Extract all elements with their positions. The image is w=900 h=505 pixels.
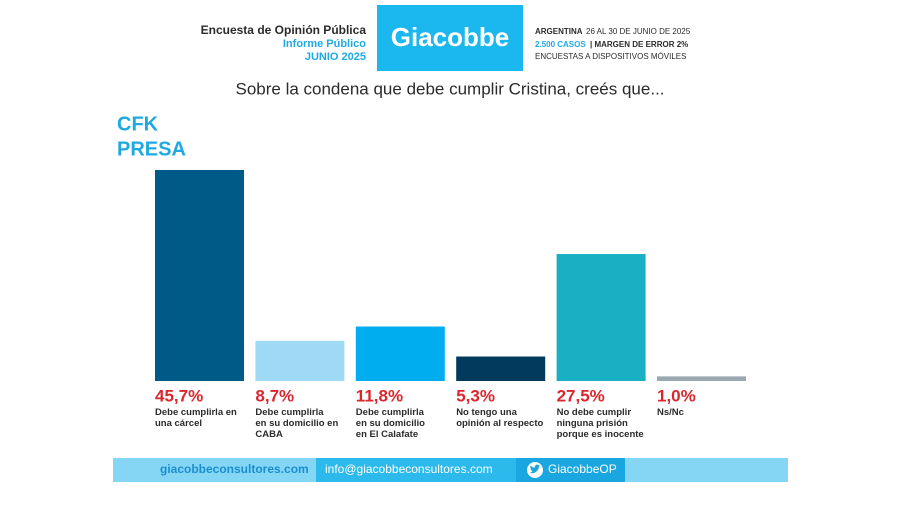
category-label: No tengo una opinión al respecto (456, 407, 544, 429)
category-label: Ns/Nc (657, 407, 684, 418)
survey: Encuesta de Opinión Pública (201, 23, 367, 37)
margin: | MARGEN DE ERROR 2% (590, 40, 688, 49)
subtitle: PRESA (117, 138, 186, 160)
value-label: 27,5% (557, 386, 605, 405)
value-label: 5,3% (456, 386, 495, 405)
bar (657, 376, 746, 381)
method: ENCUESTAS A DISPOSITIVOS MÓVILES (535, 52, 686, 61)
date: JUNIO 2025 (305, 51, 366, 63)
dates: 26 AL 30 DE JUNIO DE 2025 (586, 27, 691, 36)
category-label: No debe cumplir ninguna prisión porque e… (556, 407, 644, 440)
chart-title: Sobre la condena que debe cumplir Cristi… (235, 79, 664, 98)
country: ARGENTINA (535, 27, 583, 36)
category-label: Debe cumplirla en su domicilio en CABA (255, 407, 339, 440)
value-label: 11,8% (356, 386, 403, 405)
footer-twitter[interactable]: GiacobbeOP (548, 462, 617, 476)
bar (255, 340, 345, 381)
category-label: Debe cumplirla en su domicilio en El Cal… (355, 407, 425, 440)
value-label: 45,7% (155, 386, 203, 405)
value-label: 8,7% (255, 386, 294, 405)
bar (155, 170, 244, 381)
bar (355, 326, 445, 381)
logo: Giacobbe (391, 22, 509, 52)
bar (556, 254, 646, 381)
category-label: Debe cumplirla en una cárcel (155, 407, 237, 429)
value-label: 1,0% (657, 386, 696, 405)
footer-web[interactable]: giacobbeconsultores.com (160, 462, 309, 476)
report: Informe Público (283, 38, 366, 50)
twitter-bird (530, 464, 541, 474)
footer-email-box (316, 458, 516, 482)
subtitle: CFK (117, 113, 159, 135)
cases: 2.500 CASOS (535, 40, 586, 49)
footer-email[interactable]: info@giacobbeconsultores.com (325, 462, 493, 476)
bar (456, 356, 546, 381)
logo-box (377, 5, 523, 71)
